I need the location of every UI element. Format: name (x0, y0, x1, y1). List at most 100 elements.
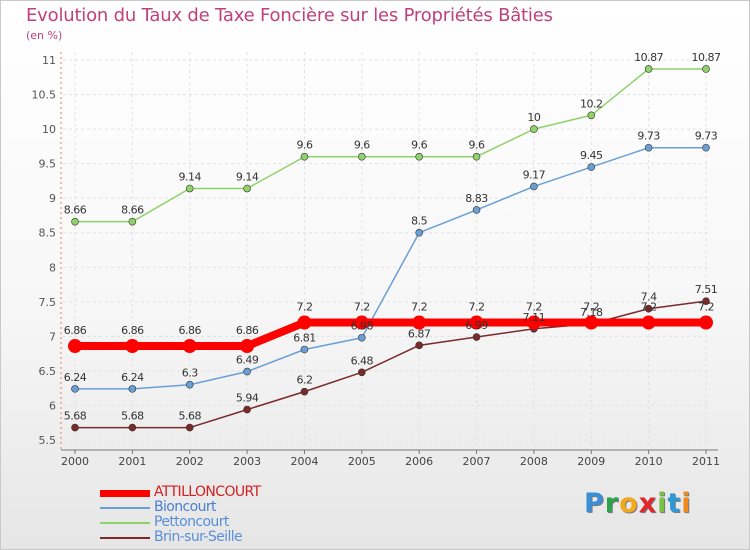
data-point-attilloncourt (125, 339, 140, 354)
data-label-attilloncourt: 7.2 (641, 301, 657, 314)
data-point-pettoncourt (243, 184, 251, 193)
data-point-bioncourt (185, 380, 194, 389)
data-label-attilloncourt: 7.2 (583, 301, 599, 314)
data-label-bioncourt: 8.5 (411, 215, 427, 228)
series-line-attilloncourt (75, 318, 706, 351)
data-point-bioncourt (128, 385, 137, 393)
y-tick-label: 8.5 (39, 227, 57, 240)
brand-letter: r (604, 488, 620, 519)
data-point-bioncourt (300, 345, 309, 354)
data-label-attilloncourt: 7.2 (526, 301, 542, 314)
data-point-bioncourt (243, 367, 251, 376)
brand-letter: P (584, 488, 605, 519)
data-label-attilloncourt: 6.86 (178, 324, 201, 337)
data-point-bioncourt (644, 143, 653, 152)
x-tick-label: 2010 (635, 455, 663, 468)
x-tick-label: 2008 (520, 455, 548, 468)
data-point-attilloncourt (641, 315, 656, 330)
data-label-brin-sur-seille: 7.11 (523, 311, 546, 324)
data-label-pettoncourt: 9.6 (469, 139, 485, 152)
data-point-attilloncourt (297, 315, 312, 330)
y-tick-label: 10 (42, 123, 56, 136)
data-point-brin-sur-seille (358, 368, 366, 377)
data-point-attilloncourt (469, 315, 484, 330)
data-point-bioncourt (71, 385, 79, 393)
data-label-bioncourt: 9.73 (637, 130, 660, 143)
data-point-brin-sur-seille (702, 297, 710, 305)
data-label-pettoncourt: 9.6 (296, 139, 312, 152)
y-tick-label: 8 (49, 261, 56, 274)
data-point-attilloncourt (354, 315, 369, 330)
data-label-attilloncourt: 7.2 (469, 301, 485, 314)
data-label-bioncourt: 6.81 (293, 331, 316, 344)
data-point-attilloncourt (412, 315, 427, 330)
chart-unit-label: (en %) (26, 29, 63, 42)
data-point-attilloncourt (526, 315, 541, 330)
data-point-attilloncourt (699, 315, 713, 330)
y-tick-label: 5.5 (39, 434, 57, 447)
legend-swatch (100, 522, 150, 524)
data-point-attilloncourt (182, 339, 197, 354)
data-label-attilloncourt: 6.86 (121, 324, 144, 337)
y-tick-label: 6 (49, 399, 56, 412)
y-tick-label: 7 (49, 330, 56, 343)
legend-label: Bioncourt (154, 499, 217, 515)
data-label-attilloncourt: 7.2 (296, 301, 312, 314)
series-line-bioncourt (75, 146, 706, 390)
data-point-attilloncourt (584, 315, 599, 330)
y-tick-label: 9.5 (39, 158, 57, 171)
data-label-brin-sur-seille: 5.94 (236, 392, 259, 405)
data-label-bioncourt: 9.17 (523, 168, 546, 181)
data-point-pettoncourt (587, 111, 596, 120)
data-label-brin-sur-seille: 7.18 (580, 306, 603, 319)
series-line-pettoncourt (75, 68, 706, 223)
data-point-pettoncourt (128, 217, 137, 226)
y-tick-label: 9 (49, 192, 56, 205)
data-point-pettoncourt (300, 152, 309, 161)
data-point-bioncourt (530, 182, 538, 191)
data-label-brin-sur-seille: 7.4 (641, 291, 657, 304)
data-point-brin-sur-seille (644, 304, 653, 313)
x-tick-label: 2005 (348, 455, 376, 468)
data-label-brin-sur-seille: 6.87 (408, 327, 431, 340)
data-label-brin-sur-seille: 5.68 (178, 410, 201, 423)
y-tick-label: 7.5 (39, 296, 57, 309)
data-label-brin-sur-seille: 7.51 (695, 283, 718, 296)
x-tick-label: 2006 (405, 455, 433, 468)
data-point-brin-sur-seille (472, 333, 481, 341)
data-label-bioncourt: 6.24 (64, 371, 87, 384)
data-point-attilloncourt (68, 339, 82, 354)
data-point-pettoncourt (472, 152, 481, 161)
data-label-pettoncourt: 10.87 (692, 51, 721, 64)
data-label-brin-sur-seille: 6.99 (465, 319, 488, 332)
data-point-pettoncourt (530, 125, 538, 133)
brand-letter: i (681, 488, 692, 519)
brand-letter: i (657, 488, 668, 519)
data-point-pettoncourt (358, 152, 366, 161)
data-point-pettoncourt (702, 65, 710, 73)
data-point-brin-sur-seille (71, 423, 79, 432)
data-label-brin-sur-seille: 5.68 (64, 410, 87, 423)
x-tick-label: 2003 (233, 455, 261, 468)
data-label-bioncourt: 9.73 (695, 130, 718, 143)
data-label-brin-sur-seille: 5.68 (121, 410, 144, 423)
data-label-pettoncourt: 10 (527, 111, 540, 124)
data-point-brin-sur-seille (128, 423, 137, 432)
data-label-brin-sur-seille: 6.2 (296, 374, 312, 387)
data-point-brin-sur-seille (243, 405, 251, 414)
y-tick-label: 6.5 (39, 365, 57, 378)
data-point-pettoncourt (185, 184, 194, 193)
data-label-attilloncourt: 6.86 (64, 324, 87, 337)
legend-label: Pettoncourt (154, 514, 229, 530)
data-point-bioncourt (358, 333, 366, 342)
data-label-pettoncourt: 8.66 (121, 204, 144, 217)
legend-label: Brin-sur-Seille (154, 529, 243, 545)
x-tick-label: 2000 (61, 455, 89, 468)
legend-label: ATTILLONCOURT (154, 484, 261, 500)
data-point-attilloncourt (240, 339, 255, 354)
data-label-brin-sur-seille: 6.48 (351, 354, 374, 367)
data-label-bioncourt: 9.45 (580, 149, 603, 162)
data-point-pettoncourt (415, 152, 423, 161)
data-label-bioncourt: 6.49 (236, 354, 259, 367)
